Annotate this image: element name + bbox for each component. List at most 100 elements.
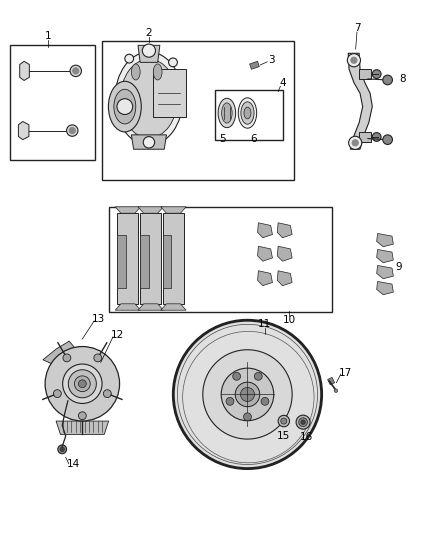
- Circle shape: [73, 68, 79, 74]
- Circle shape: [142, 44, 155, 57]
- Ellipse shape: [120, 59, 177, 138]
- Polygon shape: [56, 421, 109, 434]
- Polygon shape: [258, 271, 272, 286]
- Polygon shape: [277, 271, 292, 286]
- Ellipse shape: [153, 64, 162, 80]
- Ellipse shape: [254, 350, 268, 358]
- Polygon shape: [377, 249, 393, 263]
- Circle shape: [372, 133, 381, 141]
- Polygon shape: [348, 53, 372, 149]
- Polygon shape: [115, 304, 141, 310]
- Circle shape: [63, 364, 102, 403]
- Polygon shape: [377, 281, 393, 295]
- Circle shape: [261, 398, 269, 405]
- Circle shape: [233, 373, 240, 380]
- Circle shape: [383, 135, 392, 144]
- Circle shape: [94, 354, 102, 362]
- Circle shape: [67, 125, 78, 136]
- Circle shape: [63, 354, 71, 362]
- Bar: [117, 213, 138, 304]
- Polygon shape: [43, 341, 76, 368]
- Ellipse shape: [254, 431, 268, 439]
- Circle shape: [334, 389, 338, 392]
- Text: 11: 11: [258, 319, 271, 329]
- Circle shape: [296, 415, 310, 429]
- Circle shape: [103, 390, 111, 398]
- Polygon shape: [138, 304, 163, 310]
- Ellipse shape: [131, 64, 140, 80]
- Polygon shape: [258, 246, 272, 261]
- Circle shape: [68, 370, 96, 398]
- Ellipse shape: [227, 431, 240, 439]
- Ellipse shape: [276, 371, 285, 384]
- Text: 14: 14: [67, 459, 80, 469]
- Circle shape: [143, 136, 155, 148]
- Text: 8: 8: [399, 74, 406, 84]
- Circle shape: [226, 398, 234, 405]
- Text: 7: 7: [353, 23, 360, 33]
- Text: 15: 15: [277, 431, 290, 441]
- Ellipse shape: [238, 98, 257, 128]
- Polygon shape: [138, 207, 163, 213]
- Circle shape: [78, 380, 86, 387]
- Bar: [140, 213, 161, 304]
- Circle shape: [174, 321, 321, 468]
- Polygon shape: [138, 45, 160, 62]
- Circle shape: [299, 418, 307, 426]
- Ellipse shape: [222, 103, 232, 123]
- Text: 4: 4: [279, 78, 286, 87]
- Circle shape: [69, 127, 75, 134]
- Circle shape: [117, 99, 133, 115]
- Circle shape: [301, 420, 305, 424]
- Circle shape: [203, 350, 292, 439]
- Circle shape: [45, 346, 120, 421]
- Bar: [215, 90, 283, 140]
- Polygon shape: [277, 223, 292, 238]
- Polygon shape: [131, 135, 166, 149]
- Polygon shape: [18, 122, 29, 140]
- Text: 2: 2: [145, 28, 152, 38]
- Bar: [163, 235, 171, 288]
- Ellipse shape: [109, 82, 141, 132]
- Polygon shape: [377, 233, 393, 247]
- Ellipse shape: [227, 350, 240, 358]
- Circle shape: [60, 447, 64, 451]
- Circle shape: [58, 445, 67, 454]
- Circle shape: [125, 54, 134, 63]
- Text: 13: 13: [92, 314, 105, 324]
- Ellipse shape: [218, 98, 236, 128]
- Bar: [109, 207, 332, 312]
- Polygon shape: [115, 207, 141, 213]
- Circle shape: [347, 54, 360, 67]
- Circle shape: [351, 57, 357, 63]
- Circle shape: [235, 382, 260, 407]
- Text: 1: 1: [45, 31, 52, 41]
- Text: 9: 9: [395, 262, 402, 271]
- Circle shape: [352, 140, 358, 146]
- Circle shape: [169, 58, 177, 67]
- Circle shape: [70, 65, 81, 77]
- Circle shape: [74, 376, 90, 392]
- Circle shape: [254, 373, 262, 380]
- Circle shape: [383, 75, 392, 85]
- Circle shape: [278, 415, 290, 427]
- Bar: [117, 235, 126, 288]
- Circle shape: [349, 136, 362, 149]
- Polygon shape: [258, 223, 272, 238]
- Text: 3: 3: [268, 55, 275, 64]
- Polygon shape: [250, 61, 259, 69]
- Circle shape: [281, 418, 287, 424]
- Circle shape: [78, 412, 86, 419]
- Bar: [163, 213, 184, 304]
- Text: 12: 12: [111, 330, 124, 340]
- Text: 5: 5: [219, 134, 226, 143]
- Polygon shape: [277, 246, 292, 261]
- Bar: [10, 45, 95, 160]
- Ellipse shape: [210, 371, 219, 384]
- Polygon shape: [161, 207, 186, 213]
- Ellipse shape: [241, 102, 254, 124]
- Ellipse shape: [115, 52, 183, 145]
- Circle shape: [173, 319, 322, 470]
- Polygon shape: [161, 304, 186, 310]
- Circle shape: [240, 387, 254, 401]
